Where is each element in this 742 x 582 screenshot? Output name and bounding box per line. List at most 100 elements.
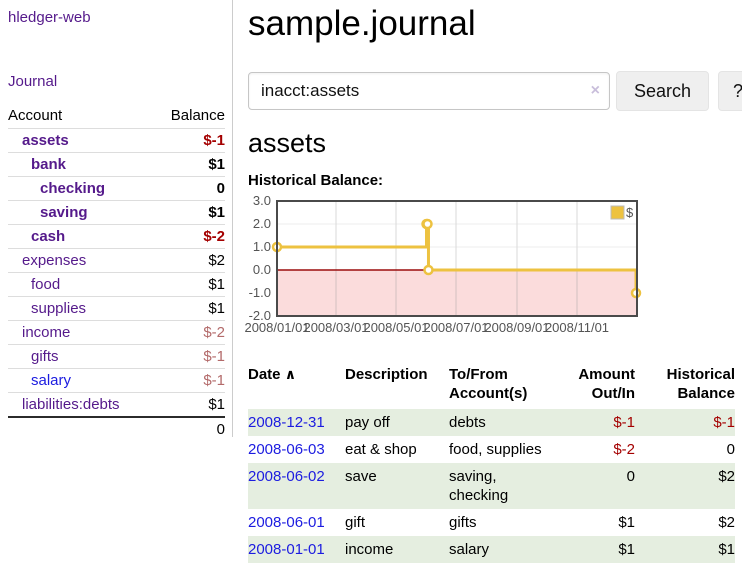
transaction-accounts: food, supplies <box>449 441 542 458</box>
account-balance: $1 <box>154 296 225 321</box>
svg-text:2008/03/01: 2008/03/01 <box>303 320 368 335</box>
transaction-date-link[interactable]: 2008-06-02 <box>248 468 325 485</box>
account-link[interactable]: assets <box>22 132 69 149</box>
account-link[interactable]: bank <box>31 156 67 173</box>
transaction-row: 2008-01-01 income salary $1 $1 <box>248 536 735 563</box>
transaction-accounts: salary <box>449 536 563 563</box>
account-balance: $1 <box>154 272 225 297</box>
account-balance: $2 <box>154 248 225 273</box>
transaction-row: 2008-12-31 pay off debts $-1 $-1 <box>248 409 735 436</box>
account-link[interactable]: saving <box>40 204 88 221</box>
account-name-cell: assets <box>8 128 155 153</box>
transaction-amount: $-1 <box>563 409 643 436</box>
accounts-total-value: 0 <box>154 416 225 441</box>
transaction-balance: 0 <box>726 441 735 458</box>
account-link[interactable]: expenses <box>22 252 87 269</box>
account-balance: $1 <box>154 152 225 177</box>
account-link[interactable]: liabilities:debts <box>22 396 120 413</box>
transaction-amount: 0 <box>563 463 643 509</box>
transaction-balance: $2 <box>643 463 735 509</box>
account-row: expenses $2 <box>8 248 225 273</box>
svg-text:-2.0: -2.0 <box>249 308 271 323</box>
sidebar-item-journal[interactable]: Journal <box>8 73 58 90</box>
account-row: food $1 <box>8 272 225 297</box>
accounts-header-balance: Balance <box>170 107 225 124</box>
register-table: Date ∧ Description To/From Account(s) Am… <box>248 361 735 563</box>
chart-title: Historical Balance: <box>248 172 384 189</box>
transaction-date-cell: 2008-12-31 <box>248 409 345 436</box>
account-row: cash $-2 <box>8 224 225 249</box>
account-link[interactable]: supplies <box>31 300 87 317</box>
transaction-date-link[interactable]: 2008-06-03 <box>248 441 325 458</box>
main-pane: sample.journal × Search ? assets Histori… <box>244 0 742 563</box>
account-row: checking 0 <box>8 176 225 201</box>
transaction-accounts: saving, checking <box>449 463 563 509</box>
transaction-date-cell: 2008-01-01 <box>248 536 345 563</box>
search-form: × Search ? <box>248 71 742 111</box>
accounts-header-account: Account <box>8 107 63 124</box>
register-header-date[interactable]: Date ∧ <box>248 361 345 409</box>
search-button[interactable]: Search <box>616 71 710 111</box>
svg-text:2.0: 2.0 <box>253 216 271 231</box>
account-row: saving $1 <box>8 200 225 225</box>
transaction-row: 2008-06-02 save saving, checking 0 $2 <box>248 463 735 509</box>
help-button[interactable]: ? <box>718 71 742 111</box>
transaction-date-link[interactable]: 2008-12-31 <box>248 414 325 431</box>
account-balance: $1 <box>154 200 225 225</box>
account-row: salary $-1 <box>8 368 225 393</box>
transaction-description: income <box>345 536 449 563</box>
transaction-date-link[interactable]: 2008-01-01 <box>248 541 325 558</box>
account-link[interactable]: food <box>31 276 61 293</box>
accounts-total-row: 0 <box>8 416 225 441</box>
account-name-cell: food <box>8 272 155 297</box>
account-name-cell: supplies <box>8 296 155 321</box>
account-name-cell: salary <box>8 368 155 393</box>
transaction-description: eat & shop <box>345 441 417 458</box>
account-row: gifts $-1 <box>8 344 225 369</box>
transaction-balance: $2 <box>718 514 735 531</box>
search-input[interactable] <box>248 72 610 110</box>
transaction-amount: $1 <box>618 514 635 531</box>
transaction-row: 2008-06-03 eat & shop food, supplies $-2… <box>248 436 735 463</box>
chart-svg: 3.0 2.0 1.0 0.0 -1.0 -2.02008/01/012008/03/01… <box>244 193 642 335</box>
register-header-row: Date ∧ Description To/From Account(s) Am… <box>248 361 735 409</box>
account-link[interactable]: cash <box>31 228 66 245</box>
register-header-description: Description <box>345 366 428 383</box>
historical-balance-chart: 3.0 2.0 1.0 0.0 -1.0 -2.0 2008/01/01 2008/03/01… <box>244 193 668 346</box>
account-balance: $-1 <box>154 344 225 369</box>
account-balance: $-1 <box>154 128 225 153</box>
transaction-accounts: debts <box>449 409 563 436</box>
account-link[interactable]: gifts <box>31 348 59 365</box>
account-balance: $1 <box>154 392 225 417</box>
transaction-amount: $1 <box>563 536 643 563</box>
transaction-description: gift <box>345 514 366 531</box>
account-link[interactable]: income <box>22 324 71 341</box>
register-header-balance: Historical Balance <box>666 366 735 402</box>
svg-text:1.0: 1.0 <box>253 239 271 254</box>
accounts-table: Account Balance assets $-1 bank $1 <box>8 104 225 441</box>
account-row: supplies $1 <box>8 296 225 321</box>
account-name-cell: checking <box>8 176 155 201</box>
svg-text:3.0: 3.0 <box>253 193 271 208</box>
app-brand-link[interactable]: hledger-web <box>8 9 91 26</box>
register-header-accounts: To/From Account(s) <box>449 366 528 402</box>
account-link[interactable]: salary <box>31 372 72 389</box>
clear-search-icon[interactable]: × <box>590 82 600 99</box>
transaction-date-cell: 2008-06-01 <box>248 509 345 536</box>
transaction-date-link[interactable]: 2008-06-01 <box>248 514 325 531</box>
transaction-description: pay off <box>345 409 449 436</box>
account-heading: assets <box>248 128 327 158</box>
svg-text:$: $ <box>626 205 634 220</box>
account-link[interactable]: checking <box>40 180 106 197</box>
svg-text:2008/11/01: 2008/11/01 <box>545 320 609 335</box>
account-name-cell: income <box>8 320 155 345</box>
transaction-date-cell: 2008-06-03 <box>248 436 345 463</box>
svg-text:-1.0: -1.0 <box>249 285 271 300</box>
transaction-amount: $-2 <box>613 441 635 458</box>
account-name-cell: gifts <box>8 344 155 369</box>
transaction-balance: $1 <box>643 536 735 563</box>
account-name-cell: bank <box>8 152 155 177</box>
transaction-row: 2008-06-01 gift gifts $1 $2 <box>248 509 735 536</box>
date-header-label: Date <box>248 366 281 383</box>
account-balance: 0 <box>154 176 225 201</box>
